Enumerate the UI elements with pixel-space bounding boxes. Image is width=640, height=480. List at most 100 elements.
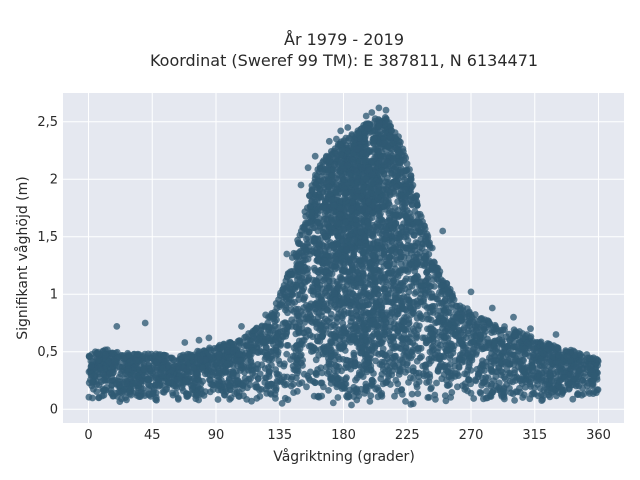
data-point <box>268 361 275 369</box>
data-point <box>363 368 371 376</box>
data-point <box>487 365 495 373</box>
data-point <box>222 388 230 396</box>
data-point <box>418 353 425 360</box>
data-point <box>322 348 330 356</box>
data-point <box>368 345 376 352</box>
data-point <box>330 321 337 329</box>
data-point <box>564 364 572 371</box>
data-point <box>206 388 214 396</box>
data-point <box>344 393 351 401</box>
data-point <box>332 188 340 196</box>
data-point <box>460 345 467 353</box>
data-point <box>415 378 423 386</box>
data-point <box>372 320 380 328</box>
data-point <box>297 359 305 367</box>
data-point <box>553 392 560 400</box>
data-point <box>366 398 374 405</box>
data-point <box>425 336 432 344</box>
data-point <box>452 302 460 310</box>
data-point <box>384 178 392 186</box>
data-point <box>386 337 394 345</box>
data-point <box>531 384 538 392</box>
data-point <box>558 390 566 398</box>
data-point <box>414 390 422 397</box>
data-point <box>249 362 257 370</box>
data-point <box>314 268 322 276</box>
data-point <box>486 393 494 400</box>
data-point <box>274 324 282 331</box>
data-point <box>306 331 314 339</box>
data-point <box>319 332 326 340</box>
data-point <box>449 313 457 321</box>
data-point <box>407 330 415 338</box>
data-point <box>417 282 425 290</box>
data-point <box>381 351 389 358</box>
data-point <box>149 390 157 398</box>
data-point <box>391 392 398 400</box>
data-point <box>296 341 303 348</box>
data-point <box>442 397 450 405</box>
data-point <box>360 270 367 278</box>
data-point <box>446 354 454 362</box>
data-point <box>374 194 382 202</box>
data-point <box>306 219 313 227</box>
data-point <box>322 215 330 223</box>
data-point <box>378 167 386 174</box>
data-point <box>353 168 360 176</box>
data-point <box>409 351 416 359</box>
data-point <box>332 256 339 263</box>
data-point <box>464 349 472 357</box>
data-point <box>427 294 435 301</box>
data-point <box>413 297 421 305</box>
data-point <box>362 336 370 344</box>
data-point <box>379 278 386 286</box>
data-point <box>390 277 397 284</box>
data-point <box>295 253 303 261</box>
data-point <box>374 238 381 246</box>
data-point <box>279 285 287 292</box>
data-point <box>101 346 109 354</box>
data-point <box>407 305 415 312</box>
data-point <box>370 370 377 377</box>
data-point <box>330 290 338 297</box>
data-point <box>359 303 367 311</box>
data-point <box>584 379 592 387</box>
data-point <box>452 308 460 316</box>
data-point <box>403 293 411 301</box>
data-point <box>501 323 508 330</box>
data-point <box>230 369 237 377</box>
data-point <box>339 225 347 233</box>
data-point <box>431 391 439 399</box>
data-point <box>369 252 376 259</box>
data-point <box>565 385 573 393</box>
data-point <box>379 366 387 373</box>
data-point <box>398 192 406 200</box>
data-point <box>390 165 398 173</box>
data-point <box>249 369 256 377</box>
data-point <box>233 377 241 385</box>
data-point <box>115 388 123 396</box>
data-point <box>388 170 395 178</box>
data-point <box>386 201 393 209</box>
data-point <box>464 366 472 374</box>
data-point <box>152 396 160 403</box>
data-point <box>470 395 478 402</box>
data-point <box>472 377 480 385</box>
data-point <box>174 396 182 403</box>
data-point <box>478 345 486 353</box>
data-point <box>320 157 327 165</box>
data-point <box>290 308 298 315</box>
data-point <box>486 344 494 352</box>
data-point <box>412 192 420 200</box>
data-point <box>346 386 354 394</box>
data-point <box>338 274 345 282</box>
data-point <box>85 393 93 401</box>
data-point <box>428 384 435 391</box>
data-point <box>368 171 376 178</box>
data-point <box>346 302 354 310</box>
data-point <box>304 315 312 323</box>
data-point <box>199 364 207 371</box>
data-point <box>493 345 501 352</box>
data-point <box>260 339 268 346</box>
data-point <box>578 391 586 399</box>
